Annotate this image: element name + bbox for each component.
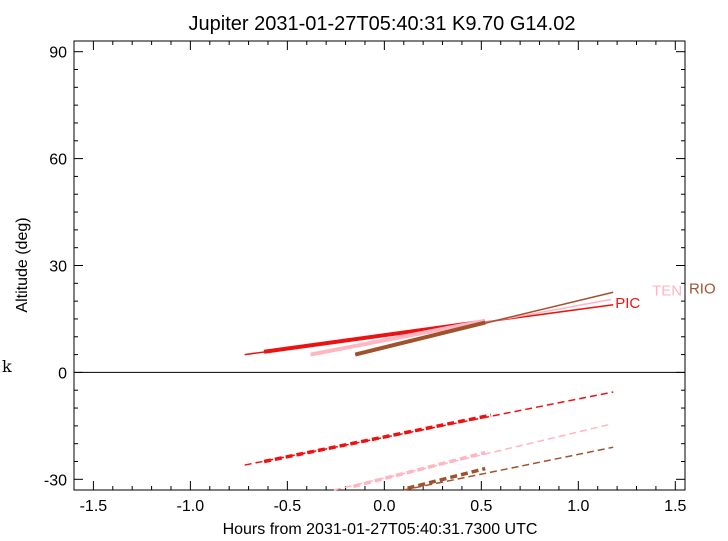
rio-altitude-bold-line (354, 320, 486, 357)
rio-depression-line (403, 446, 614, 491)
chart-title: Jupiter 2031-01-27T05:40:31 K9.70 G14.02 (189, 13, 576, 35)
series-labels: PIC TEN RIO (615, 281, 715, 312)
x-tick-label: 0.5 (470, 498, 492, 515)
y-tick-label: -30 (44, 472, 67, 489)
series-lines (244, 291, 614, 491)
y-tick-label: 60 (49, 152, 67, 169)
y-axis-label: Altitude (deg) (14, 217, 31, 312)
x-tick-label: 1.0 (567, 498, 589, 515)
rio-series-label: RIO (689, 281, 716, 298)
x-tick-label: -1.5 (80, 498, 108, 515)
ten-series-label: TEN (652, 282, 682, 299)
y-tick-labels: -30 0 30 60 90 (44, 45, 67, 490)
x-axis-label: Hours from 2031-01-27T05:40:31.7300 UTC (223, 521, 538, 538)
x-tick-label: -0.5 (274, 498, 302, 515)
x-tick-label: 0.0 (373, 498, 395, 515)
side-label: k (2, 357, 12, 376)
x-tick-labels: -1.5 -1.0 -0.5 0.0 0.5 1.0 1.5 (80, 498, 687, 515)
plot-frame (73, 40, 686, 491)
y-tick-label: 30 (49, 259, 67, 276)
y-tick-label: 0 (58, 365, 67, 382)
x-tick-label: -1.0 (177, 498, 205, 515)
pic-depression-bold-line (263, 413, 492, 464)
axis-ticks (74, 41, 685, 490)
ten-altitude-bold-line (310, 318, 486, 357)
pic-series-label: PIC (615, 295, 640, 312)
y-tick-label: 90 (49, 45, 67, 62)
x-tick-label: 1.5 (664, 498, 686, 515)
rio-depression-bold-line (407, 466, 486, 490)
ten-depression-bold-line (352, 450, 486, 489)
